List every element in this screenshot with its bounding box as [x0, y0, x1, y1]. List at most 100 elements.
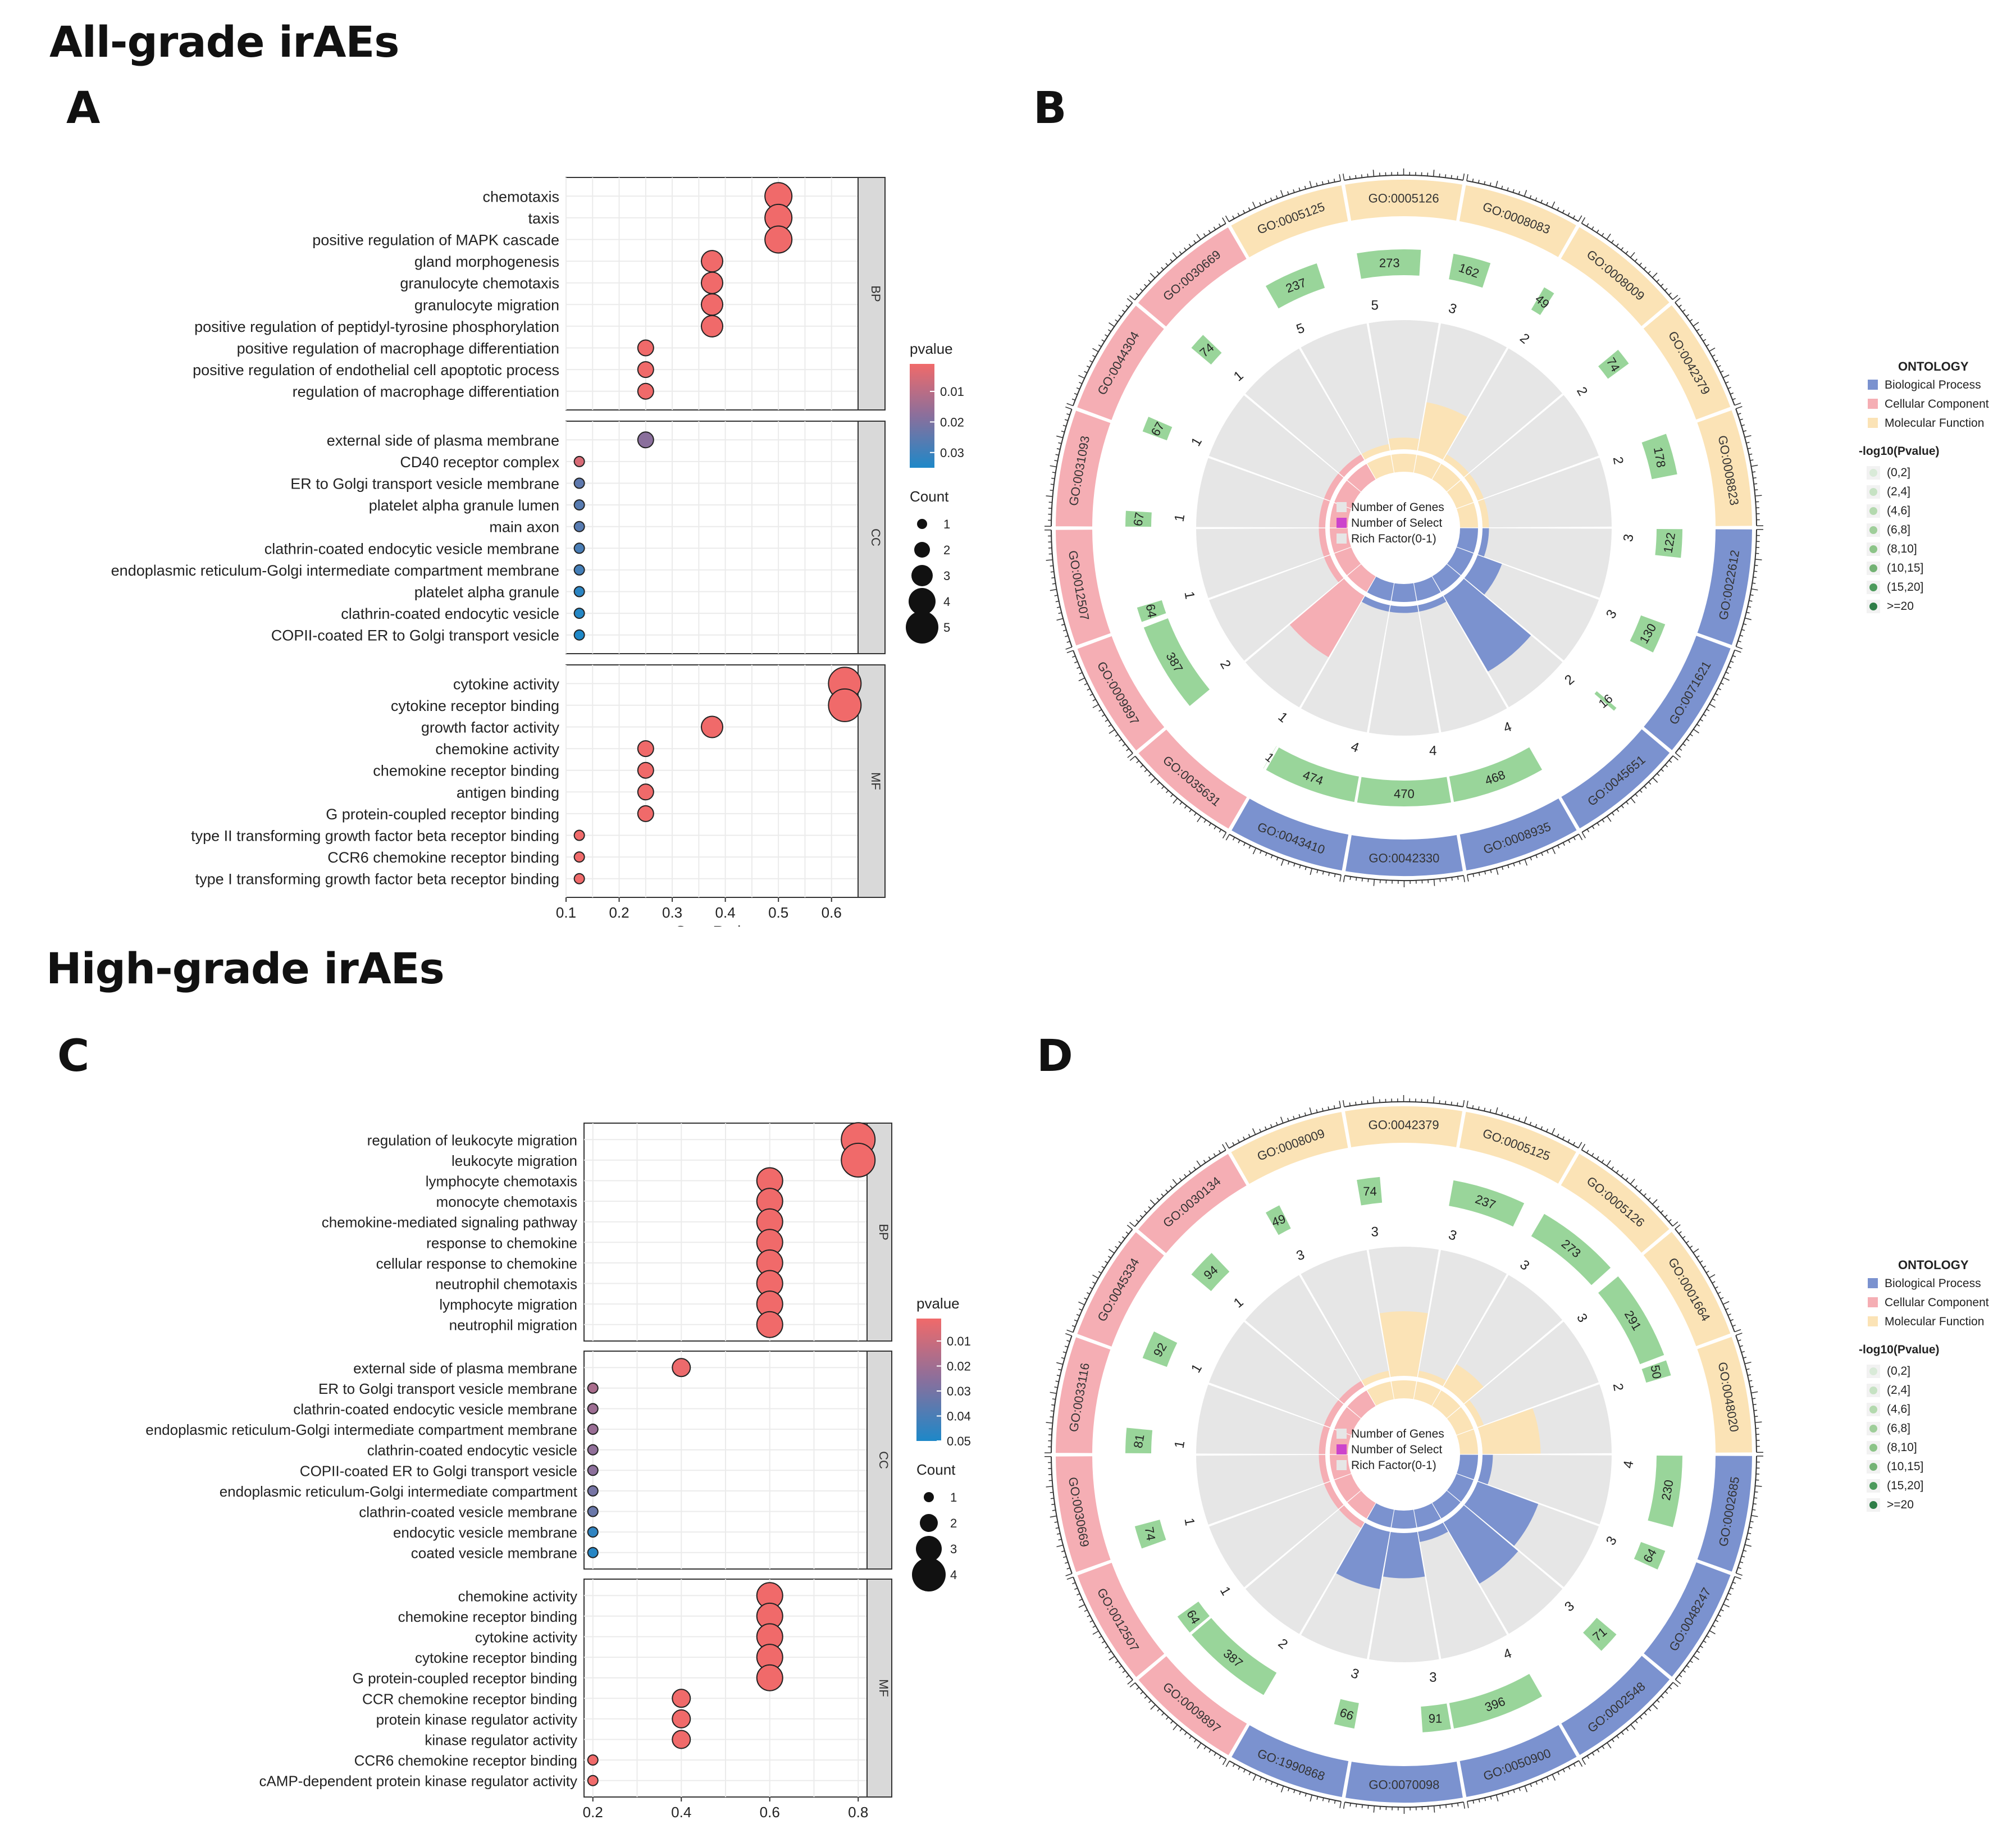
scale-tick	[1744, 1544, 1752, 1547]
scale-tick	[1115, 319, 1118, 322]
scale-tick	[1150, 1200, 1156, 1205]
scale-tick	[1630, 1724, 1636, 1730]
scale-tick	[1540, 1126, 1543, 1130]
panel-label-d: D	[1037, 1031, 1073, 1082]
x-tick-label: 0.2	[609, 904, 629, 921]
scale-tick	[1225, 1142, 1230, 1149]
rich-factor-bar	[1289, 578, 1365, 658]
scale-tick	[1062, 425, 1066, 427]
scale-tick	[1693, 728, 1699, 733]
scale-axis	[1073, 650, 1133, 754]
ontology-legend-label: Cellular Component	[1885, 398, 1989, 411]
rich-factor-bar	[1417, 402, 1467, 460]
scale-tick	[1616, 809, 1620, 812]
scale-tick	[1728, 666, 1732, 669]
scale-tick	[1062, 630, 1067, 632]
scale-tick	[1648, 1197, 1651, 1201]
term-label: growth factor activity	[421, 719, 560, 736]
scale-tick	[1693, 322, 1699, 327]
scale-tick	[1502, 1793, 1504, 1797]
scale-tick	[1304, 185, 1306, 190]
scale-tick	[1709, 1630, 1716, 1635]
scale-axis	[1051, 1456, 1073, 1574]
term-label: gland morphogenesis	[414, 253, 559, 270]
term-label: chemotaxis	[482, 188, 559, 205]
scale-tick	[1065, 635, 1069, 637]
data-point	[701, 314, 723, 338]
term-label: chemokine receptor binding	[398, 1608, 577, 1625]
data-point	[573, 521, 585, 532]
rich-factor-bar	[1443, 1505, 1518, 1584]
scale-tick	[1754, 1416, 1758, 1417]
scale-tick	[1126, 1224, 1133, 1230]
scale-tick	[1084, 1609, 1088, 1612]
scale-tick	[1148, 279, 1151, 283]
gene-count-bar	[1449, 747, 1543, 802]
pvalue-legend-label: 0.02	[947, 1360, 971, 1374]
scale-tick	[1717, 365, 1721, 368]
scale-tick	[1754, 1491, 1758, 1493]
scale-tick	[1478, 872, 1480, 876]
gene-count-bar	[1357, 777, 1451, 806]
scale-axis	[1229, 1760, 1342, 1802]
scale-tick	[1051, 1404, 1055, 1406]
scale-tick	[1356, 1804, 1357, 1808]
data-point	[587, 1424, 599, 1435]
scale-tick	[1578, 1760, 1583, 1767]
select-count-label: 1	[1181, 1517, 1197, 1527]
scale-tick	[1310, 1795, 1313, 1802]
ontology-band-bp	[1459, 798, 1577, 870]
scale-tick	[1173, 1724, 1178, 1731]
scale-tick	[1675, 1224, 1681, 1230]
scale-tick	[1252, 1774, 1257, 1781]
ontology-band-bp	[1644, 1562, 1731, 1677]
term-label: monocyte chemotaxis	[436, 1193, 577, 1210]
count-legend-dot	[920, 1514, 938, 1532]
scale-tick	[1557, 1133, 1559, 1137]
scale-tick	[1535, 855, 1538, 859]
scale-tick	[1056, 618, 1064, 621]
scale-tick	[1502, 866, 1504, 870]
scale-tick	[1161, 1193, 1164, 1197]
scale-tick	[1065, 406, 1072, 410]
count-legend-dot	[917, 519, 927, 529]
scale-tick	[1135, 1219, 1139, 1223]
pvalue-legend-title: -log10(Pvalue)	[1859, 1343, 1940, 1356]
rich-factor-bar	[1319, 499, 1330, 528]
scale-tick	[1225, 1761, 1230, 1767]
term-label: G protein-coupled receptor binding	[353, 1670, 577, 1687]
scale-axis	[1581, 1682, 1674, 1759]
ontology-band-mf	[1697, 1337, 1752, 1453]
scale-tick	[1686, 1240, 1689, 1244]
term-label: COPII-coated ER to Golgi transport vesic…	[271, 627, 559, 644]
scale-tick	[1611, 1166, 1614, 1170]
scale-axis	[1051, 1335, 1073, 1453]
scale-tick	[1270, 855, 1273, 859]
scale-tick	[1222, 217, 1226, 224]
scale-axis	[1072, 1229, 1133, 1333]
scale-tick	[1535, 1781, 1538, 1785]
data-point	[637, 761, 654, 779]
ontology-band-cc	[1056, 411, 1111, 527]
scale-tick	[1260, 850, 1262, 854]
ontology-band-bp	[1561, 1655, 1670, 1755]
scale-tick	[1581, 217, 1586, 224]
scale-tick	[1737, 1567, 1741, 1569]
term-label: response to chemokine	[426, 1234, 577, 1251]
scale-tick	[1466, 1101, 1468, 1108]
scale-tick	[1675, 752, 1681, 758]
scale-tick	[1626, 801, 1629, 805]
scale-tick	[1079, 1308, 1083, 1311]
scale-tick	[1189, 809, 1192, 813]
scale-tick	[1193, 240, 1197, 244]
ontology-legend-label: Molecular Function	[1885, 417, 1984, 430]
ontology-band-mf	[1231, 1112, 1348, 1184]
scale-tick	[1305, 1793, 1307, 1797]
pvalue-legend-dot	[1869, 1482, 1877, 1490]
rich-factor-track	[1196, 1454, 1330, 1525]
scale-tick	[1457, 1102, 1458, 1106]
scale-tick	[1305, 866, 1307, 870]
gene-count-bar	[1630, 615, 1666, 653]
scale-tick	[1066, 641, 1070, 643]
rich-factor-bar	[1324, 1481, 1344, 1509]
